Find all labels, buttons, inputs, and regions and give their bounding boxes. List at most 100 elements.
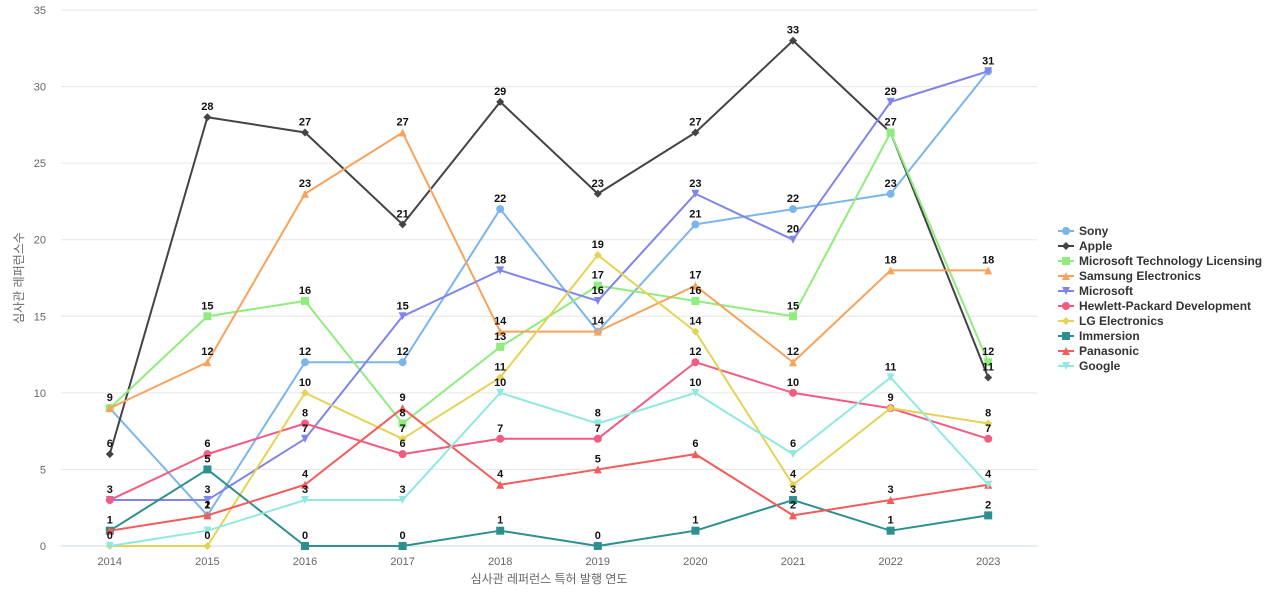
legend-item-apple[interactable]: Apple [1058, 239, 1113, 253]
series-line-google[interactable] [109, 376, 989, 547]
data-point-microsoft[interactable] [203, 496, 212, 505]
data-point-samsung-electronics[interactable] [691, 281, 700, 290]
data-point-microsoft[interactable] [984, 67, 993, 76]
data-point-microsoft-technology-licensing[interactable] [203, 312, 212, 321]
data-point-immersion[interactable] [984, 511, 993, 520]
data-point-samsung-electronics[interactable] [398, 128, 407, 137]
data-point-google[interactable] [789, 450, 797, 459]
data-point-lg-electronics[interactable] [886, 404, 895, 413]
data-point-hewlett-packard-development[interactable] [691, 358, 700, 367]
data-point-panasonic[interactable] [105, 526, 114, 535]
series-hewlett-packard-development[interactable] [105, 358, 993, 505]
data-point-apple[interactable] [105, 450, 114, 459]
data-point-samsung-electronics[interactable] [301, 189, 309, 198]
data-point-sony[interactable] [789, 205, 797, 214]
data-point-panasonic[interactable] [496, 480, 505, 489]
data-point-lg-electronics[interactable] [691, 327, 700, 336]
data-point-lg-electronics[interactable] [496, 373, 505, 382]
data-point-google[interactable] [203, 526, 212, 535]
data-point-microsoft[interactable] [886, 97, 895, 106]
data-point-google[interactable] [398, 496, 407, 505]
data-point-microsoft-technology-licensing[interactable] [301, 296, 309, 305]
data-point-lg-electronics[interactable] [398, 434, 407, 443]
legend-item-microsoft-technology-licensing[interactable]: Microsoft Technology Licensing [1058, 254, 1262, 268]
data-point-hewlett-packard-development[interactable] [789, 388, 797, 397]
data-point-panasonic[interactable] [301, 480, 309, 489]
data-point-lg-electronics[interactable] [789, 480, 797, 489]
legend-item-google[interactable]: Google [1058, 359, 1121, 373]
series-sony[interactable] [105, 67, 993, 520]
data-point-immersion[interactable] [301, 542, 309, 550]
legend-item-hewlett-packard-development[interactable]: Hewlett-Packard Development [1058, 299, 1251, 313]
data-point-hewlett-packard-development[interactable] [203, 450, 212, 459]
data-point-panasonic[interactable] [203, 511, 212, 520]
data-point-sony[interactable] [886, 189, 895, 198]
data-point-samsung-electronics[interactable] [886, 266, 895, 275]
series-line-samsung-electronics[interactable] [109, 131, 989, 410]
series-line-immersion[interactable] [109, 468, 989, 547]
data-point-samsung-electronics[interactable] [593, 327, 602, 336]
data-point-panasonic[interactable] [691, 450, 700, 459]
legend-item-immersion[interactable]: Immersion [1058, 329, 1140, 343]
legend-item-lg-electronics[interactable]: LG Electronics [1058, 314, 1164, 328]
data-point-google[interactable] [886, 373, 895, 382]
data-point-google[interactable] [593, 419, 602, 428]
data-point-apple[interactable] [301, 128, 309, 137]
data-point-sony[interactable] [496, 205, 505, 214]
series-line-microsoft-technology-licensing[interactable] [109, 131, 990, 425]
data-point-lg-electronics[interactable] [203, 542, 212, 550]
data-point-panasonic[interactable] [398, 404, 407, 413]
series-line-panasonic[interactable] [109, 407, 989, 532]
data-point-google[interactable] [105, 542, 114, 550]
data-point-panasonic[interactable] [593, 465, 602, 474]
data-point-samsung-electronics[interactable] [203, 358, 212, 367]
data-point-samsung-electronics[interactable] [105, 404, 114, 413]
legend-item-sony[interactable]: Sony [1058, 224, 1109, 238]
data-point-microsoft-technology-licensing[interactable] [789, 312, 797, 321]
data-point-hewlett-packard-development[interactable] [301, 419, 309, 428]
data-point-microsoft-technology-licensing[interactable] [398, 419, 407, 428]
data-point-microsoft[interactable] [789, 235, 797, 244]
series-apple[interactable] [105, 36, 993, 459]
data-point-microsoft[interactable] [398, 312, 407, 321]
data-point-google[interactable] [301, 496, 309, 505]
series-microsoft-technology-licensing[interactable] [105, 128, 993, 428]
data-point-microsoft[interactable] [593, 296, 602, 305]
data-point-google[interactable] [691, 388, 700, 397]
data-point-immersion[interactable] [886, 526, 895, 535]
data-point-apple[interactable] [691, 128, 700, 137]
data-point-microsoft[interactable] [301, 434, 309, 443]
data-point-microsoft-technology-licensing[interactable] [984, 358, 993, 367]
data-point-samsung-electronics[interactable] [496, 327, 505, 336]
data-point-apple[interactable] [789, 36, 797, 45]
data-point-apple[interactable] [496, 97, 505, 106]
data-point-apple[interactable] [398, 220, 407, 229]
data-point-immersion[interactable] [398, 542, 407, 550]
data-point-sony[interactable] [301, 358, 309, 367]
data-point-immersion[interactable] [789, 496, 797, 505]
series-line-apple[interactable] [108, 39, 990, 455]
data-point-lg-electronics[interactable] [593, 251, 602, 260]
data-point-hewlett-packard-development[interactable] [496, 434, 505, 443]
series-samsung-electronics[interactable] [105, 128, 993, 413]
series-line-hewlett-packard-development[interactable] [109, 361, 989, 501]
data-point-google[interactable] [496, 388, 505, 397]
data-point-apple[interactable] [203, 113, 212, 122]
data-point-apple[interactable] [984, 373, 993, 382]
data-point-lg-electronics[interactable] [301, 388, 309, 397]
data-point-microsoft-technology-licensing[interactable] [691, 296, 700, 305]
data-point-microsoft[interactable] [496, 266, 505, 275]
data-point-microsoft-technology-licensing[interactable] [886, 128, 895, 137]
data-point-microsoft-technology-licensing[interactable] [593, 281, 602, 290]
data-point-microsoft-technology-licensing[interactable] [496, 342, 505, 351]
data-point-google[interactable] [984, 480, 993, 489]
data-point-microsoft[interactable] [691, 189, 700, 198]
data-point-sony[interactable] [691, 220, 700, 229]
legend-item-microsoft[interactable]: Microsoft [1058, 284, 1133, 298]
data-point-immersion[interactable] [203, 465, 212, 474]
data-point-hewlett-packard-development[interactable] [105, 496, 114, 505]
data-point-hewlett-packard-development[interactable] [398, 450, 407, 459]
data-point-apple[interactable] [593, 189, 602, 198]
data-point-panasonic[interactable] [886, 496, 895, 505]
